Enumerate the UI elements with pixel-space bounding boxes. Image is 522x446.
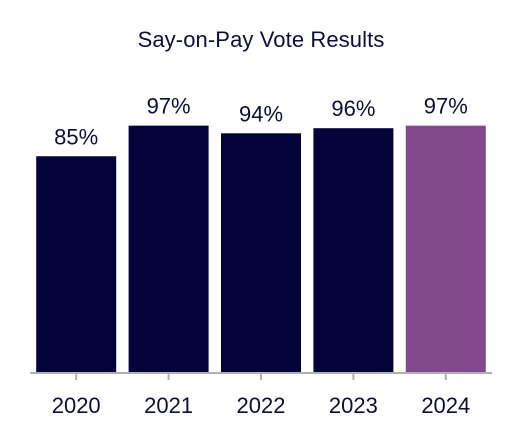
x-tick-label-2022: 2022 [237, 393, 286, 418]
bar-2023 [313, 128, 394, 373]
bars-group [36, 125, 486, 374]
x-tick-label-2020: 2020 [52, 393, 101, 418]
chart-title: Say-on-Pay Vote Results [137, 27, 385, 52]
value-label-2023: 96% [331, 96, 375, 121]
value-label-2022: 94% [239, 101, 283, 126]
bar-2024 [405, 125, 486, 374]
bar-2021 [128, 125, 209, 374]
value-label-2020: 85% [54, 124, 98, 149]
bar-2022 [221, 133, 301, 373]
bar-2020 [36, 156, 117, 373]
value-labels-group: 85% 97% 94% 96% 97% [54, 94, 468, 150]
x-tick-label-2024: 2024 [421, 393, 470, 418]
x-tick-label-2023: 2023 [329, 393, 378, 418]
value-label-2021: 97% [147, 94, 191, 119]
x-tick-labels-group: 2020 2021 2022 2023 2024 [52, 393, 471, 418]
x-tick-label-2021: 2021 [144, 393, 193, 418]
x-ticks-group [75, 373, 447, 380]
value-label-2024: 97% [424, 94, 468, 119]
